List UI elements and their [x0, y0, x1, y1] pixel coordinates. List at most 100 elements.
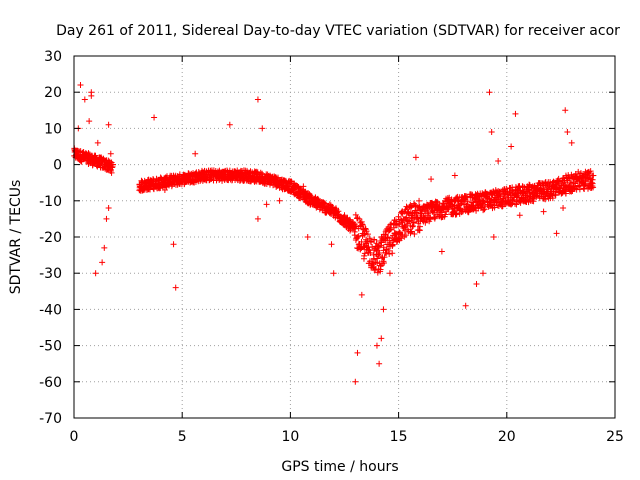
data-point-outlier: [438, 248, 445, 255]
data-point-outlier: [568, 139, 575, 146]
data-point: [398, 235, 405, 242]
data-point: [442, 211, 449, 218]
data-point: [369, 244, 376, 251]
data-point: [367, 250, 374, 257]
data-point: [375, 253, 382, 260]
data-point-outlier: [412, 154, 419, 161]
y-tick-label: -40: [39, 302, 62, 318]
y-tick-label: -20: [39, 230, 62, 246]
data-point: [376, 250, 383, 257]
data-point: [589, 182, 596, 189]
y-tick-label: -10: [39, 194, 62, 210]
data-point: [381, 254, 388, 261]
data-point-outlier: [151, 114, 158, 121]
data-point-outlier: [516, 212, 523, 219]
data-point-outlier: [575, 168, 582, 175]
data-point: [503, 185, 510, 192]
data-point: [253, 168, 260, 175]
data-point-outlier: [564, 129, 571, 136]
data-point-outlier: [473, 281, 480, 288]
x-tick-label: 15: [390, 429, 408, 445]
data-point: [432, 214, 439, 221]
data-point-outlier: [259, 125, 266, 132]
data-point: [494, 202, 501, 209]
data-point-outlier: [451, 172, 458, 179]
data-point-outlier: [373, 342, 380, 349]
x-tick-label: 20: [498, 429, 516, 445]
data-point: [464, 198, 471, 205]
data-point-outlier: [341, 212, 348, 219]
data-point: [458, 209, 465, 216]
data-point-outlier: [495, 157, 502, 164]
y-tick-label: 10: [44, 121, 62, 137]
data-point-outlier: [304, 234, 311, 240]
data-point: [368, 238, 375, 245]
data-point-outlier: [170, 241, 177, 248]
data-point-outlier: [529, 183, 536, 190]
data-point: [219, 177, 226, 184]
data-point: [452, 210, 459, 217]
y-axis-title: SDTVAR / TECUs: [8, 180, 24, 295]
data-point: [416, 197, 423, 204]
data-point: [380, 260, 387, 267]
data-point-outlier: [590, 172, 597, 179]
data-point: [366, 235, 373, 242]
data-point: [108, 164, 115, 171]
data-point-outlier: [428, 176, 435, 183]
data-point: [418, 210, 425, 217]
data-point-outlier: [103, 215, 110, 222]
data-point-outlier: [276, 197, 283, 204]
x-tick-label: 10: [281, 429, 299, 445]
data-point-outlier: [562, 107, 569, 114]
data-point: [352, 211, 359, 218]
y-tick-label: 20: [44, 85, 62, 101]
data-point: [416, 223, 423, 230]
data-point-outlier: [540, 208, 547, 215]
data-point-outlier: [330, 270, 337, 277]
data-point-outlier: [94, 139, 101, 146]
data-point-outlier: [547, 190, 554, 197]
grid-layer: [74, 56, 615, 418]
data-point: [384, 234, 391, 241]
data-point: [391, 224, 398, 231]
data-point-outlier: [254, 96, 261, 103]
data-point-outlier: [490, 234, 497, 240]
data-point: [424, 210, 431, 217]
data-point-outlier: [263, 201, 270, 208]
chart-title: Day 261 of 2011, Sidereal Day-to-day VTE…: [56, 23, 620, 39]
y-tick-label: 30: [44, 49, 62, 65]
data-point-outlier: [376, 360, 383, 367]
data-point: [408, 228, 415, 235]
data-point-outlier: [508, 143, 515, 150]
data-point: [321, 200, 328, 207]
data-point: [552, 191, 559, 198]
data-point: [590, 184, 597, 191]
data-point: [552, 192, 559, 199]
data-point: [409, 223, 416, 230]
data-point: [411, 231, 418, 238]
data-point: [363, 228, 370, 235]
data-point: [410, 222, 417, 229]
y-tick-label: -60: [39, 375, 62, 391]
data-point: [359, 221, 366, 228]
data-point: [364, 231, 371, 238]
data-point-outlier: [101, 244, 108, 251]
data-point-outlier: [553, 230, 560, 237]
data-point: [438, 212, 445, 219]
x-tick-label: 0: [70, 429, 79, 445]
data-point-outlier: [300, 183, 307, 190]
data-point-outlier: [488, 129, 495, 136]
data-point-outlier: [107, 150, 114, 157]
data-point: [405, 218, 412, 225]
data-point: [386, 250, 393, 257]
data-point-outlier: [328, 241, 335, 248]
data-point-outlier: [86, 118, 93, 125]
y-tick-label: -50: [39, 339, 62, 355]
data-point: [108, 169, 115, 176]
data-point: [513, 201, 520, 208]
data-points: [71, 81, 597, 385]
data-point: [354, 234, 361, 241]
plot-frame: [73, 55, 616, 419]
data-point-outlier: [560, 205, 567, 212]
